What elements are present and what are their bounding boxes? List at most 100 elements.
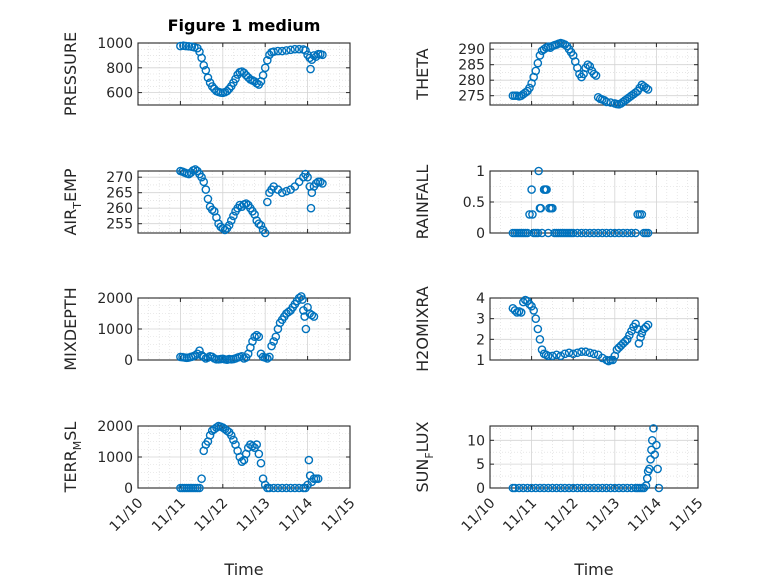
data-point [284,307,293,317]
data-point [614,228,624,238]
y-tick-label: 0 [476,481,485,497]
data-point [298,295,307,304]
y-axis-label: SUNFLUX [413,421,436,492]
data-point [527,185,536,194]
data-point [650,450,660,459]
data-point [199,177,209,187]
x-tick-label: 11/14 [625,495,665,535]
data-point [226,216,236,225]
subplot-terr: 0 1000 2000 11/10 11/11 11/12 11/13 11/14 11/15 T… [61,419,358,579]
data-point [598,483,607,493]
data-point [212,423,221,432]
data-point [273,46,283,56]
data-point [631,228,640,238]
data-point [282,483,291,493]
data-point [646,455,655,464]
data-point [248,441,257,451]
chart-title: Figure 1 medium [168,16,321,35]
data-point [543,351,553,361]
x-tick-label: 11/15 [319,495,359,535]
data-point [269,483,278,493]
y-tick-label: 1000 [97,322,133,338]
data-point [585,483,595,493]
data-point [645,464,654,474]
data-point [548,351,557,361]
data-point [229,435,238,445]
data-point [263,56,272,65]
data-point [290,44,300,54]
y-axis-label: RAINFALL [413,165,432,240]
data-point [306,64,315,74]
x-tick-label: 11/11 [149,495,189,535]
data-point [203,73,213,83]
data-point [537,345,547,354]
data-point [535,335,545,344]
x-tick-label: 11/14 [276,495,316,535]
data-point [589,483,599,493]
data-point [316,177,325,187]
data-point [263,197,272,207]
data-point [301,324,311,334]
data-point [311,179,321,188]
data-point [608,355,618,365]
data-point [537,228,547,238]
data-point [577,347,586,357]
data-point [282,46,291,55]
data-point [176,41,185,51]
data-point [548,483,557,493]
y-tick-label: 270 [106,170,133,186]
data-point [560,349,570,359]
subplot-mixdepth: 0 1000 2000 MIXDEPTH [61,287,351,371]
data-point [197,172,206,182]
y-axis-label-rest: SL [61,422,80,441]
data-point [577,483,586,493]
data-point [620,337,630,346]
data-point [533,324,543,334]
data-point [181,41,191,51]
data-point [598,228,607,238]
y-axis-label: AIRTEMP [61,168,84,235]
data-point [282,186,291,196]
subplot-sun: 0 5 10 11/10 11/11 11/12 11/13 11/14 11/15 Time SU… [413,421,706,579]
data-point [535,51,545,60]
data-point [539,483,549,493]
y-tick-label: 0 [124,481,133,497]
data-point [536,203,546,213]
x-tick-label: 11/10 [107,495,147,535]
data-point [265,352,274,362]
data-point [514,483,524,493]
data-point [516,308,526,317]
data-point [525,299,534,309]
data-point [199,61,209,70]
data-point [226,430,236,440]
data-point [622,335,632,344]
x-tick-label: 11/12 [191,495,231,535]
data-point [313,474,323,484]
data-point [303,172,312,182]
data-point [649,424,658,433]
data-point [577,228,586,238]
y-axis-label: PRESSURE [61,32,80,116]
data-point [568,349,578,359]
data-point [201,185,211,194]
data-point [277,188,287,197]
data-point [195,483,204,493]
data-point [573,348,582,358]
data-point [585,228,595,238]
data-point [229,211,238,221]
y-axis-label-subscript: T [71,202,84,210]
data-point [294,483,304,493]
data-point [197,474,206,484]
y-tick-label: 3 [476,312,485,328]
x-tick-label: 11/13 [583,495,623,535]
y-tick-label: 290 [458,42,485,58]
data-point [614,483,624,493]
x-tick-label: 11/11 [500,495,540,535]
data-point [653,464,662,474]
data-point [252,440,262,449]
y-tick-label: 275 [458,89,485,105]
x-tick-label: 11/15 [667,495,707,535]
data-point [250,332,259,342]
data-point [556,483,566,493]
data-point [269,337,278,346]
